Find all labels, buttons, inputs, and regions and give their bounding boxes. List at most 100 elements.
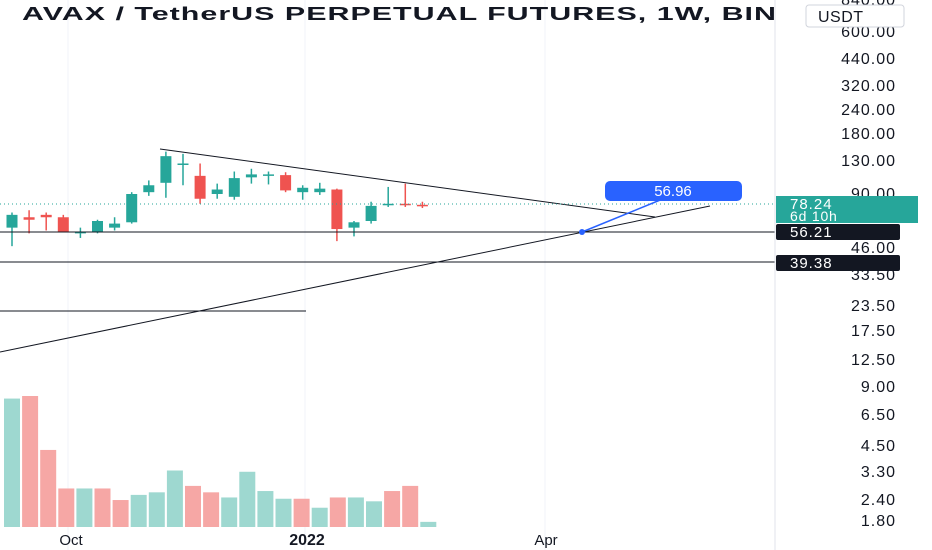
volume-bar — [293, 498, 310, 527]
level-upper-label-bg — [776, 224, 900, 240]
candle[interactable] — [126, 192, 138, 224]
volume-bar — [166, 470, 183, 527]
candle[interactable] — [399, 183, 411, 207]
price-tick-label: 240.00 — [841, 102, 896, 119]
candle[interactable] — [160, 151, 172, 198]
last-price-label: 78.24 — [790, 196, 833, 213]
candle-body — [211, 189, 223, 194]
candle-body — [263, 174, 274, 176]
currency-badge[interactable] — [805, 4, 905, 28]
volume-bar — [384, 491, 401, 527]
volume-bar — [58, 488, 75, 527]
volume-bar — [275, 498, 292, 527]
volume-layer — [4, 396, 437, 527]
projection-badge[interactable]: 56.96 — [605, 181, 742, 201]
price-axis[interactable]: 840.00600.00440.00320.00240.00180.00130.… — [774, 0, 932, 550]
candle-body — [160, 156, 172, 183]
last-price-label-bg — [776, 196, 918, 223]
candle[interactable] — [177, 153, 189, 186]
price-tick-label: 2.40 — [861, 492, 896, 509]
candle-body — [280, 175, 292, 191]
time-tick-oct: Oct — [59, 532, 83, 549]
volume-bar — [221, 497, 238, 527]
price-tick-label: 4.50 — [861, 438, 896, 455]
candle[interactable] — [57, 214, 69, 232]
candle[interactable] — [228, 171, 240, 200]
volume-bar — [329, 497, 346, 527]
candle-body — [57, 217, 69, 232]
price-tick-label: 23.50 — [851, 298, 896, 315]
candle[interactable] — [280, 172, 292, 193]
candle[interactable] — [331, 188, 343, 242]
candle-body — [416, 204, 428, 207]
volume-bar — [130, 494, 147, 527]
ascending-trendline[interactable] — [0, 205, 711, 353]
candle[interactable] — [365, 201, 377, 224]
candle[interactable] — [263, 171, 274, 185]
candle-layer — [6, 151, 428, 247]
candle-body — [74, 231, 86, 234]
candle[interactable] — [143, 180, 155, 196]
level-upper-label: 56.21 — [790, 224, 833, 241]
candle-body — [348, 222, 360, 228]
price-tick-label: 600.00 — [841, 24, 896, 41]
candle-body — [399, 203, 411, 206]
candle-body — [228, 178, 240, 197]
price-tick-label: 9.00 — [861, 379, 896, 396]
candle-body — [109, 223, 121, 228]
candle[interactable] — [194, 163, 206, 204]
candle-body — [382, 203, 394, 206]
candle[interactable] — [40, 212, 52, 231]
volume-bar — [40, 449, 57, 527]
time-tick-2022: 2022 — [289, 532, 325, 549]
drawings[interactable] — [0, 148, 775, 353]
candle[interactable] — [23, 210, 35, 234]
candle[interactable] — [348, 221, 360, 237]
volume-bar — [366, 501, 382, 527]
candle-body — [23, 217, 35, 220]
candle-body — [194, 175, 206, 199]
candle[interactable] — [211, 183, 223, 199]
price-tick-label: 46.00 — [851, 240, 896, 257]
volume-bar — [203, 492, 220, 527]
grid — [67, 0, 546, 550]
price-ticks: 840.00600.00440.00320.00240.00180.00130.… — [841, 0, 896, 530]
price-tick-label: 3.30 — [861, 464, 896, 481]
volume-bar — [402, 485, 419, 527]
currency-badge-label: USDT — [818, 9, 864, 26]
candle-body — [177, 163, 189, 165]
candle[interactable] — [416, 201, 428, 209]
projection-anchor[interactable] — [579, 229, 585, 235]
candle[interactable] — [74, 227, 86, 238]
candle[interactable] — [297, 185, 309, 200]
candle-body — [245, 174, 257, 178]
candle[interactable] — [314, 182, 326, 195]
projection-line[interactable] — [581, 195, 671, 233]
candle-body — [297, 187, 309, 193]
volume-bar — [76, 488, 93, 527]
level-lower-label-bg — [776, 255, 900, 271]
time-axis[interactable]: Oct 2022 Apr — [59, 532, 557, 549]
volume-bar — [185, 485, 201, 527]
chart-title: AVAX / TetherUS PERPETUAL FUTURES, 1W, B… — [22, 4, 777, 24]
projection-value: 56.96 — [654, 183, 692, 200]
resistance-trendline[interactable] — [159, 148, 656, 218]
candle[interactable] — [6, 212, 18, 247]
candle-body — [6, 214, 18, 228]
time-tick-apr: Apr — [534, 532, 557, 549]
volume-bar — [257, 491, 274, 527]
volume-bar — [347, 497, 364, 527]
price-tick-label: 180.00 — [841, 126, 896, 143]
volume-bar — [94, 488, 111, 527]
candle[interactable] — [109, 217, 121, 231]
volume-bar — [148, 492, 165, 527]
candle[interactable] — [245, 168, 257, 184]
candle-body — [331, 189, 343, 230]
price-tick-label: 320.00 — [841, 78, 896, 95]
volume-bar — [420, 521, 437, 527]
price-tick-label: 17.50 — [851, 323, 896, 340]
candle[interactable] — [92, 219, 103, 234]
price-tick-label: 130.00 — [841, 153, 896, 170]
